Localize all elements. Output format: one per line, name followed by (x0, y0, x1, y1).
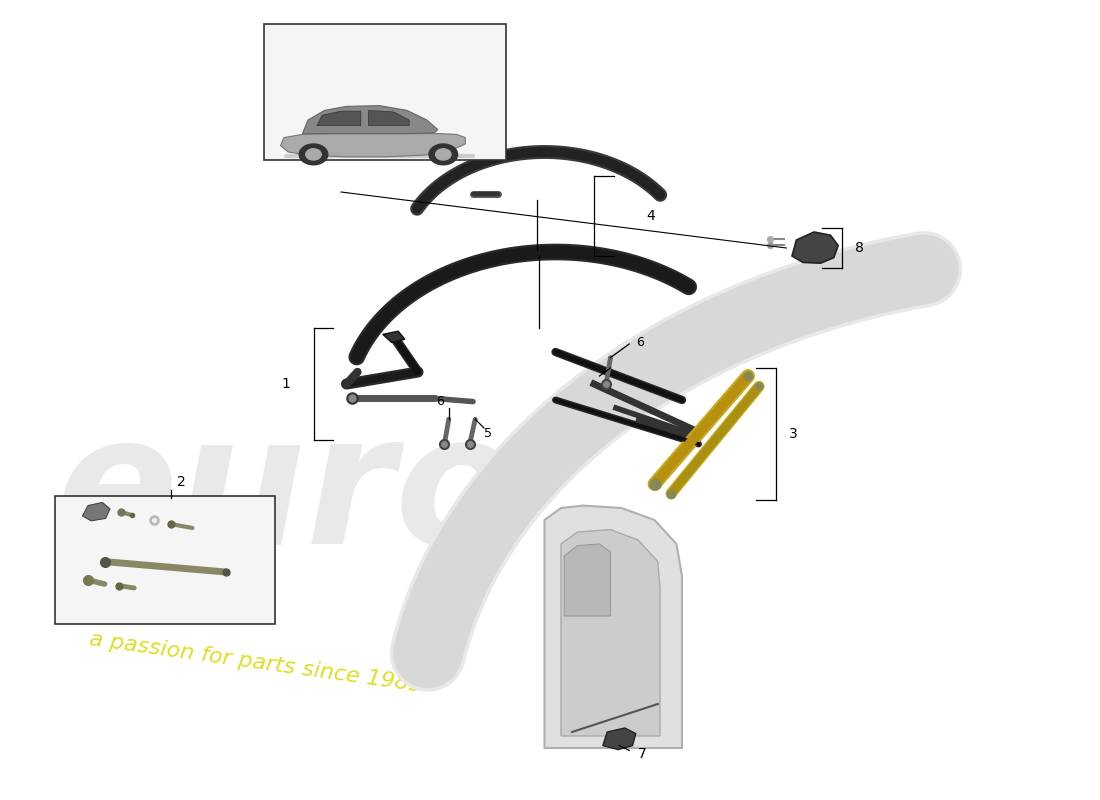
Polygon shape (564, 544, 611, 616)
Text: 4: 4 (647, 209, 656, 223)
Text: 5: 5 (484, 427, 492, 440)
Circle shape (436, 149, 451, 160)
Polygon shape (317, 111, 361, 126)
Text: 3: 3 (789, 427, 797, 442)
Text: 8: 8 (855, 241, 864, 255)
Text: euro: euro (55, 406, 519, 582)
Circle shape (299, 144, 328, 165)
Circle shape (306, 149, 321, 160)
Polygon shape (544, 506, 682, 748)
Polygon shape (792, 232, 838, 263)
Bar (55, 496, 275, 624)
Polygon shape (603, 728, 636, 750)
Polygon shape (368, 110, 409, 126)
Text: 7: 7 (638, 746, 647, 761)
Polygon shape (280, 134, 465, 157)
Text: 6: 6 (636, 336, 644, 349)
Polygon shape (561, 530, 660, 736)
Polygon shape (383, 331, 405, 342)
Circle shape (429, 144, 458, 165)
Polygon shape (82, 502, 110, 521)
Polygon shape (302, 106, 438, 134)
Text: 1: 1 (282, 377, 290, 391)
Bar (264, 24, 506, 160)
Text: 6: 6 (436, 395, 444, 408)
Text: 2: 2 (177, 474, 186, 489)
Text: a passion for parts since 1985: a passion for parts since 1985 (88, 630, 424, 696)
